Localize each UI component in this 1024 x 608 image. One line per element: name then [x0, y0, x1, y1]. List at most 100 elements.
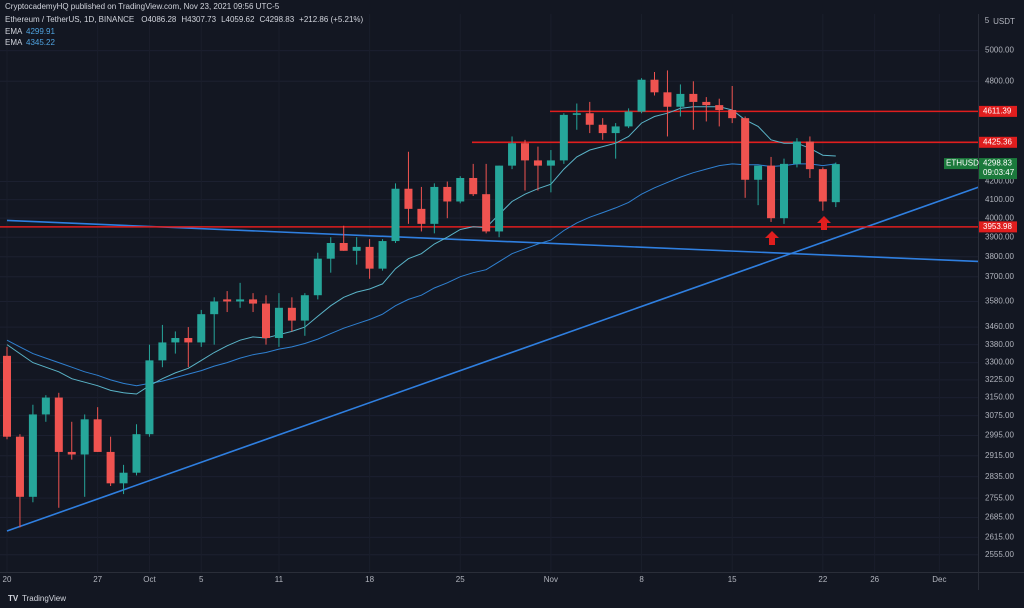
candle-body — [546, 160, 555, 166]
candle-body — [715, 105, 724, 110]
y-tick-label: 4000.00 — [985, 213, 1014, 222]
candle-body — [443, 186, 452, 202]
legend-name: EMA — [5, 27, 23, 36]
candle-body — [249, 299, 258, 304]
candle-body — [637, 79, 646, 112]
candle-body — [469, 177, 478, 195]
y-tick-label: 3800.00 — [985, 252, 1014, 261]
y-tick-label: 4100.00 — [985, 195, 1014, 204]
candle-body — [262, 303, 270, 339]
legend-name: EMA — [5, 38, 23, 47]
candle-body — [352, 246, 361, 251]
candle-body — [559, 114, 568, 161]
candle-body — [754, 165, 763, 180]
level-label: 4611.39 — [983, 106, 1012, 115]
candle-body — [767, 165, 776, 219]
y-tick-label: 3150.00 — [985, 393, 1014, 402]
y-tick-label: 3300.00 — [985, 358, 1014, 367]
x-tick-label: 25 — [456, 575, 465, 584]
candle-body — [54, 397, 63, 452]
candle-body — [650, 79, 659, 93]
candle-body — [158, 342, 167, 361]
level-label: 3953.98 — [983, 222, 1012, 231]
candle-body — [41, 397, 50, 415]
footer: TradingView — [22, 594, 66, 603]
x-tick-label: 20 — [3, 575, 12, 584]
countdown: 09:03:47 — [983, 168, 1015, 177]
candle-body — [223, 299, 232, 302]
candle-body — [624, 111, 633, 127]
legend-value: 4345.22 — [26, 38, 55, 47]
candle-body — [132, 434, 141, 473]
candle-body — [106, 451, 115, 484]
symbol-tag — [944, 158, 978, 170]
candle-body — [689, 93, 698, 102]
y-tick-label: 5000.00 — [985, 46, 1014, 55]
y-tick-label: 4800.00 — [985, 76, 1014, 85]
y-tick-label: 2755.00 — [985, 493, 1014, 502]
candle-body — [482, 194, 491, 232]
x-tick-label: 22 — [818, 575, 827, 584]
trendline — [6, 186, 979, 532]
candle-body — [456, 177, 465, 202]
arrow-up — [765, 231, 779, 245]
level-tag — [979, 221, 1017, 233]
axis: 5000.00 4800.00 4200.00 4100.00 4000.00 3900.… — [3, 46, 1017, 584]
candle-body — [300, 295, 309, 321]
y-tick-label: 2685.00 — [985, 513, 1014, 522]
ohlc-value: O4086.28 — [141, 15, 177, 24]
candle-body — [171, 338, 180, 343]
candle-body — [236, 299, 245, 302]
candle-body — [93, 419, 102, 452]
candle-body — [287, 307, 296, 321]
x-tick-label: 26 — [870, 575, 879, 584]
candle-body — [67, 451, 76, 455]
y-tick-label: 3380.00 — [985, 340, 1014, 349]
x-tick-label: Nov — [544, 575, 558, 584]
y-tick-label: 2835.00 — [985, 472, 1014, 481]
candle-body — [818, 169, 827, 202]
candle-body — [145, 360, 154, 435]
candle-body — [533, 160, 542, 166]
candle-body — [495, 165, 504, 232]
x-tick-label: Oct — [143, 575, 156, 584]
ohlc-value: H4307.73 — [181, 15, 216, 24]
candle-body — [831, 164, 840, 203]
symbol-label: ETHUSDT — [946, 159, 984, 168]
candle-body — [313, 258, 322, 296]
ema-line — [6, 163, 836, 387]
candle-body — [184, 338, 193, 343]
symbol: Ethereum / TetherUS, 1D, BINANCE — [5, 15, 134, 24]
candle-body — [598, 124, 607, 134]
price-label: 4298.83 — [983, 159, 1012, 168]
publisher: CryptocademyHQ published on TradingView.… — [5, 2, 280, 11]
candle-body — [3, 355, 11, 437]
level-tag — [979, 105, 1017, 117]
y-tick-label: 2555.00 — [985, 550, 1014, 559]
level-label: 4425.36 — [983, 137, 1012, 146]
candle-body — [676, 93, 685, 107]
y-tick-label: 3580.00 — [985, 297, 1014, 306]
price-tag — [979, 158, 1017, 180]
candle-body — [417, 208, 426, 224]
legend-value: 4299.91 — [26, 27, 55, 36]
ema-line — [6, 106, 836, 395]
y-tick-label: 3075.00 — [985, 411, 1014, 420]
x-tick-label: 27 — [93, 575, 102, 584]
plot — [3, 70, 840, 528]
symbol-line: Ethereum / TetherUS, 1D, BINANCE O4086.2… — [5, 15, 364, 24]
y-tick-label: 3700.00 — [985, 272, 1014, 281]
grid — [0, 14, 978, 572]
ohlc-value: L4059.62 — [221, 15, 255, 24]
candle-body — [80, 419, 89, 455]
candle-body — [326, 242, 335, 259]
candle-body — [404, 188, 413, 209]
candle-body — [792, 141, 801, 164]
candle-body — [15, 436, 24, 497]
x-tick-label: 11 — [275, 575, 284, 584]
axis-mark: 5 — [985, 16, 990, 25]
footer-bar — [0, 590, 1024, 608]
